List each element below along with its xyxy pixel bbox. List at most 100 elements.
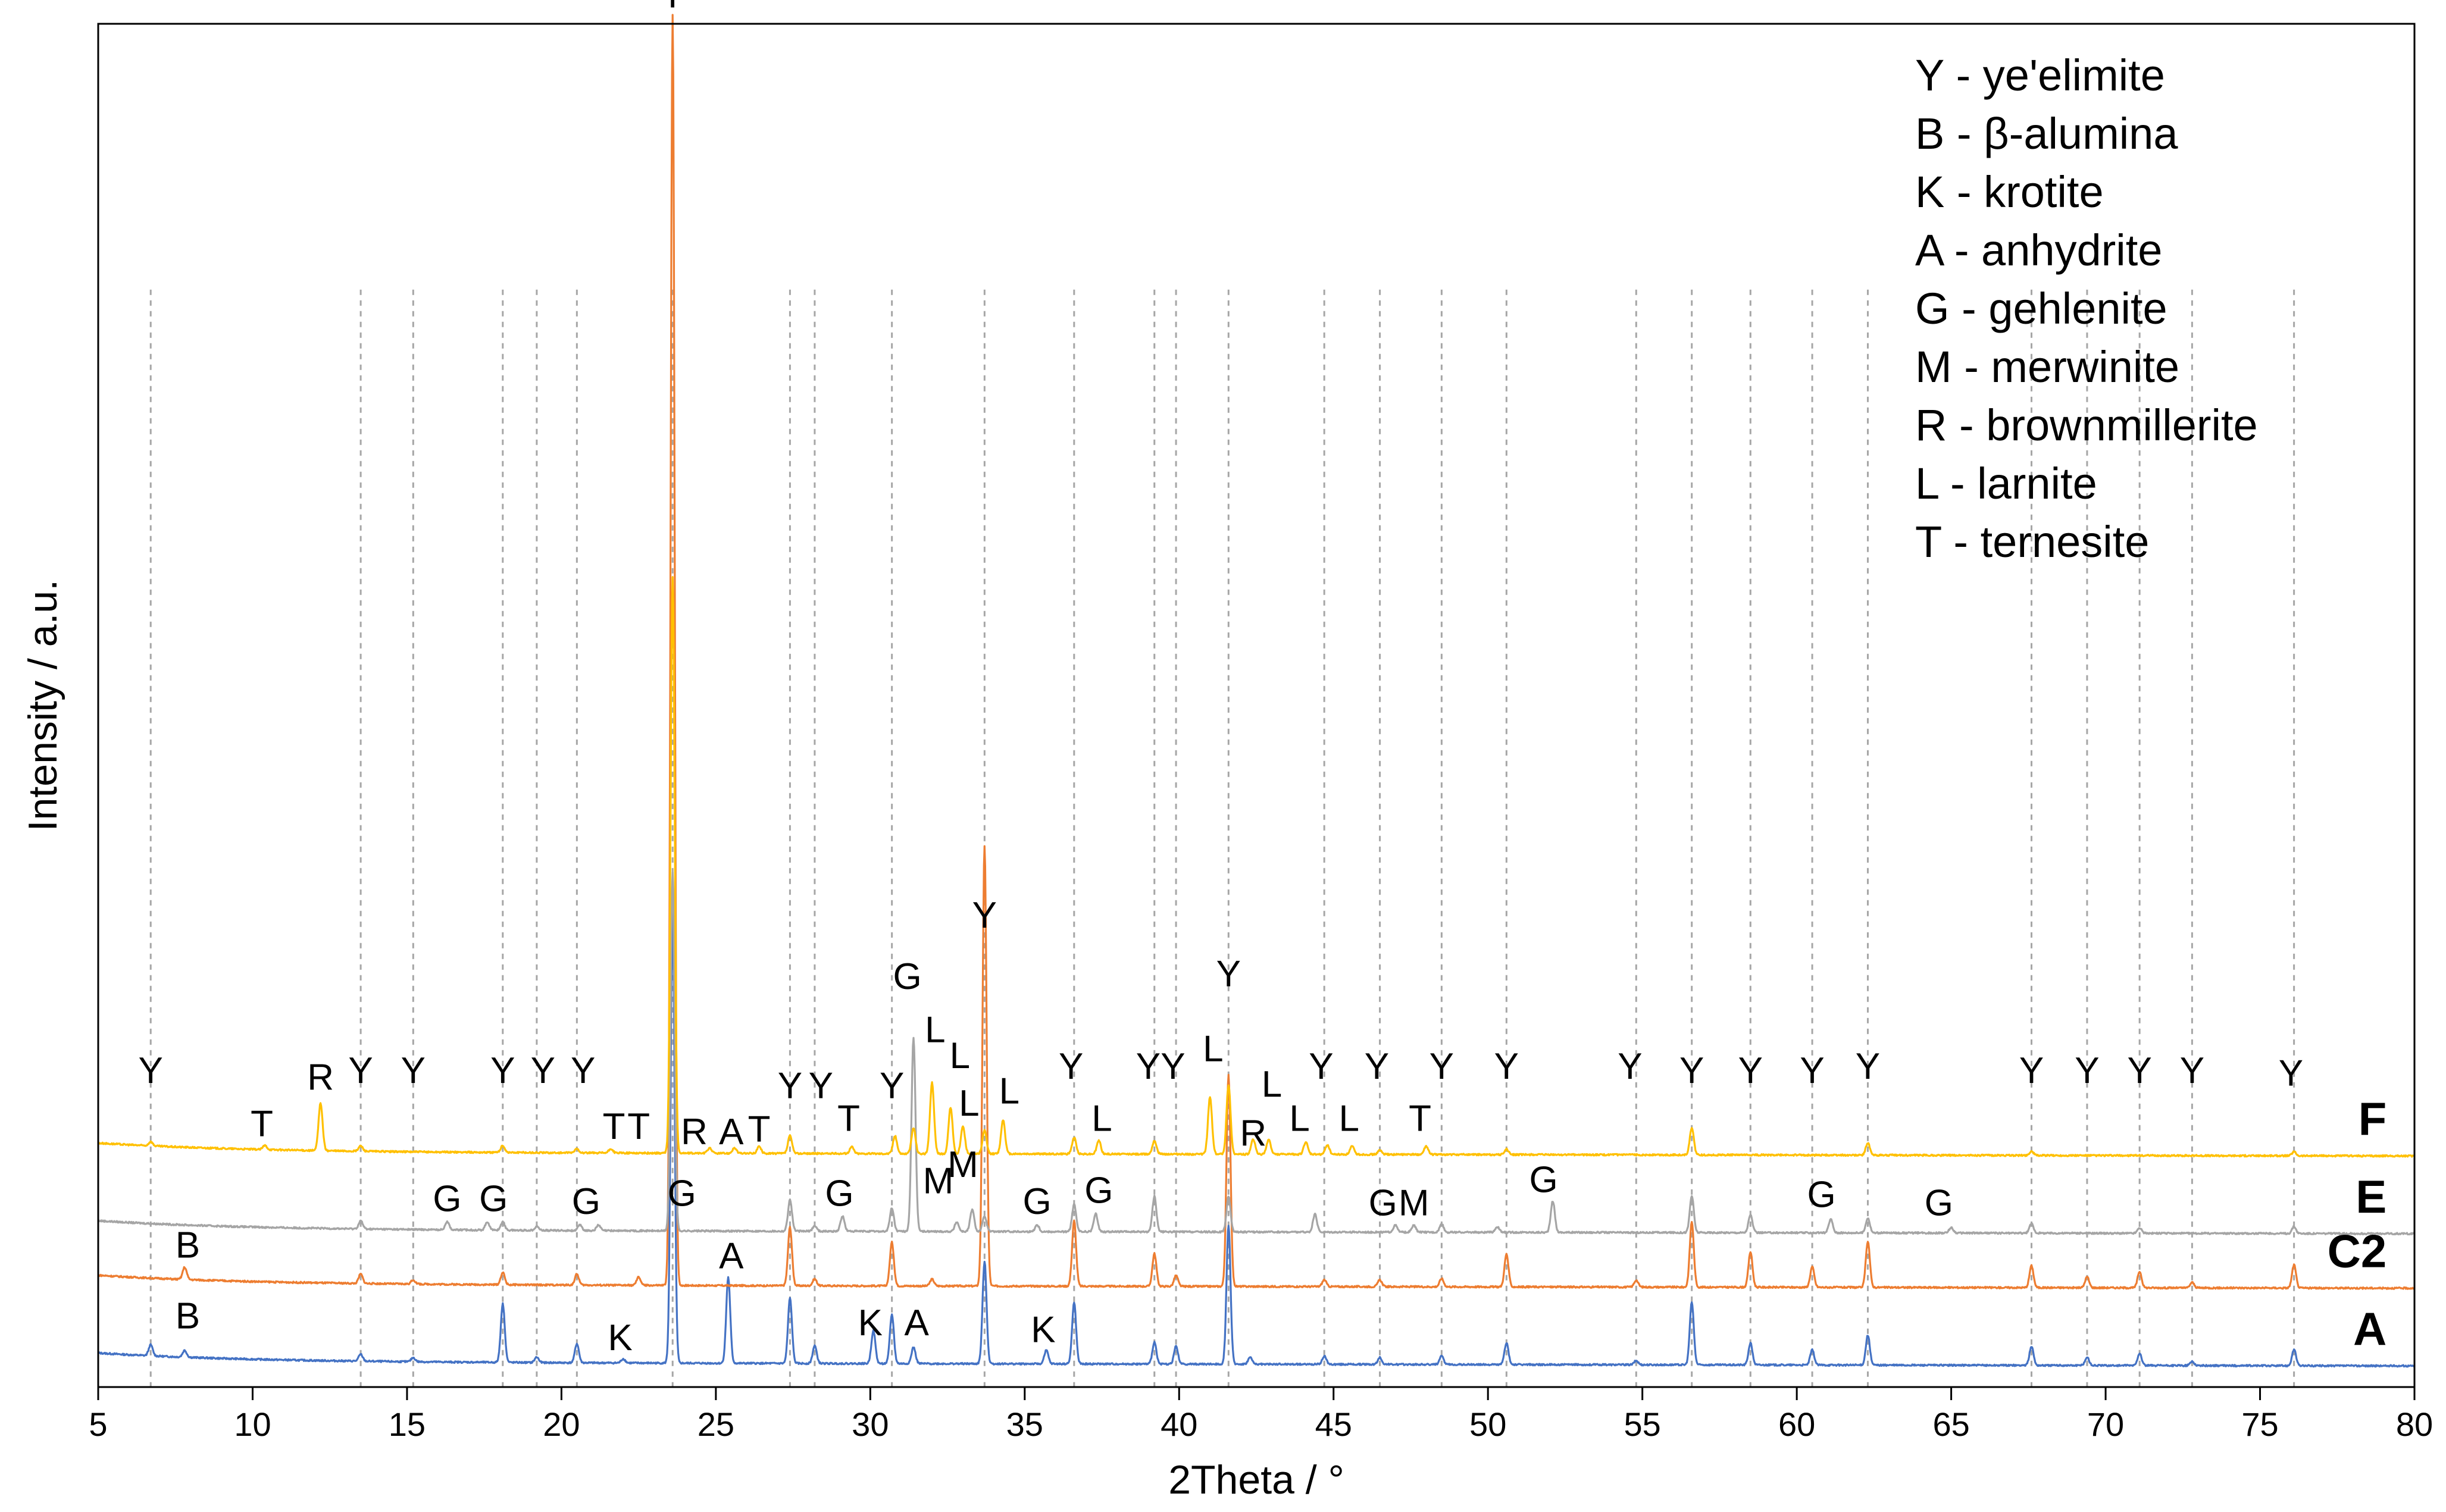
trace-label-C2: C2 [2328, 1225, 2387, 1277]
peak-label: G [479, 1178, 508, 1219]
peak-label: Y [1679, 1050, 1704, 1091]
peak-label: Y [1136, 1046, 1161, 1087]
peak-label: B [176, 1295, 200, 1336]
peak-label: L [950, 1035, 970, 1076]
x-axis-title: 2Theta / ° [1168, 1457, 1344, 1502]
peak-label: R [681, 1112, 708, 1153]
peak-label: K [608, 1317, 632, 1358]
peak-label: G [1925, 1182, 1953, 1223]
peak-label: Y [531, 1050, 555, 1091]
peak-label: T [748, 1109, 771, 1150]
peak-label: G [572, 1181, 600, 1222]
peak-label: Y [778, 1065, 802, 1106]
x-tick-label: 20 [543, 1405, 580, 1443]
peak-label: M [947, 1144, 978, 1185]
peak-label: Y [880, 1065, 904, 1106]
peak-label: L [959, 1083, 979, 1124]
reference-lines [149, 289, 2295, 1387]
peak-label: B [176, 1225, 200, 1266]
peak-label: K [1031, 1309, 1055, 1350]
peak-label: Y [571, 1050, 595, 1091]
peak-label: Y [1430, 1046, 1454, 1087]
peak-label: M [1399, 1182, 1430, 1223]
peak-label: M [923, 1161, 954, 1202]
peak-label: Y [2180, 1050, 2204, 1091]
peak-label: Y [2019, 1050, 2044, 1091]
peak-label: G [825, 1173, 853, 1214]
trace-label-A: A [2353, 1303, 2386, 1355]
peak-label: T [1409, 1098, 1431, 1139]
peak-label: Y [139, 1050, 163, 1091]
x-tick-label: 60 [1778, 1405, 1815, 1443]
peak-label: G [668, 1173, 696, 1214]
x-tick-label: 25 [697, 1405, 734, 1443]
legend-entry: R - brownmillerite [1915, 400, 2258, 450]
peak-label: G [433, 1178, 461, 1219]
peak-label: K [858, 1303, 883, 1344]
peak-label: L [999, 1070, 1019, 1112]
x-tick-label: 10 [234, 1405, 271, 1443]
x-tick-label: 75 [2241, 1405, 2278, 1443]
series-line-E [98, 871, 2416, 1236]
peak-label: Y [1494, 1046, 1519, 1087]
peak-label: Y [2279, 1053, 2303, 1094]
peak-label: Y [1161, 1046, 1185, 1087]
peak-label: Y [661, 0, 685, 16]
peak-label: Y [1309, 1046, 1333, 1087]
x-tick-label: 65 [1932, 1405, 1969, 1443]
peak-label: A [719, 1236, 744, 1277]
peak-label: L [925, 1009, 945, 1050]
legend-entry: K - krotite [1915, 167, 2104, 217]
legend-entry: T - ternesite [1915, 517, 2149, 566]
peak-label: Y [1738, 1050, 1763, 1091]
peak-label: L [1091, 1098, 1112, 1139]
peak-label: G [1369, 1182, 1397, 1223]
peak-label: Y [490, 1050, 515, 1091]
peak-label: L [1338, 1098, 1359, 1139]
peak-label: Y [972, 895, 997, 936]
series-line-C2 [98, 14, 2415, 1290]
peak-label: G [1022, 1181, 1051, 1222]
x-tick-label: 15 [389, 1405, 426, 1443]
plot-frame [97, 23, 2416, 1388]
x-axis-ticks: 5 10 15 20 25 30 35 40 45 50 55 60 65 70 75 80 [89, 1387, 2433, 1443]
peak-label: L [1289, 1098, 1309, 1139]
peak-label: G [1807, 1175, 1836, 1216]
legend-entry: B - β-alumina [1915, 109, 2178, 158]
peak-labels: YYGYYTRYYYYYTTRATYYTYLLLLYLYYLRLLYLYTYYY… [139, 0, 2304, 1358]
peak-label: A [719, 1112, 744, 1153]
trace-label-E: E [2356, 1170, 2386, 1223]
peak-label: Y [1365, 1046, 1389, 1087]
legend-entry: L - larnite [1915, 459, 2097, 508]
peak-label: Y [2127, 1050, 2151, 1091]
peak-label: L [1203, 1028, 1223, 1069]
legend-entry: M - merwinite [1915, 342, 2179, 392]
x-tick-label: 50 [1469, 1405, 1506, 1443]
peak-label: Y [2075, 1050, 2099, 1091]
peak-label: R [307, 1057, 334, 1098]
peak-label: G [1084, 1170, 1113, 1212]
peak-label: A [904, 1303, 929, 1344]
x-tick-label: 80 [2396, 1405, 2433, 1443]
legend-entry: G - gehlenite [1915, 284, 2167, 333]
x-tick-label: 35 [1006, 1405, 1043, 1443]
peak-label: T [251, 1103, 273, 1144]
series-line-A [98, 912, 2416, 1368]
series-layer [97, 14, 2416, 1368]
x-tick-label: 45 [1315, 1405, 1352, 1443]
x-tick-label: 30 [852, 1405, 889, 1443]
legend: Y - ye'elimite B - β-alumina K - krotite A … [1915, 51, 2258, 566]
peak-label: Y [809, 1065, 833, 1106]
peak-label: T [837, 1098, 860, 1139]
peak-label: L [1262, 1064, 1282, 1105]
legend-entry: A - anhydrite [1915, 226, 2162, 275]
peak-label: Y [1216, 953, 1241, 994]
x-tick-label: 70 [2087, 1405, 2124, 1443]
peak-label: Y [1059, 1046, 1083, 1087]
legend-entry: Y - ye'elimite [1915, 51, 2165, 100]
x-tick-label: 55 [1624, 1405, 1661, 1443]
y-axis-title: Intensity / a.u. [20, 580, 65, 831]
trace-label-F: F [2359, 1092, 2387, 1145]
